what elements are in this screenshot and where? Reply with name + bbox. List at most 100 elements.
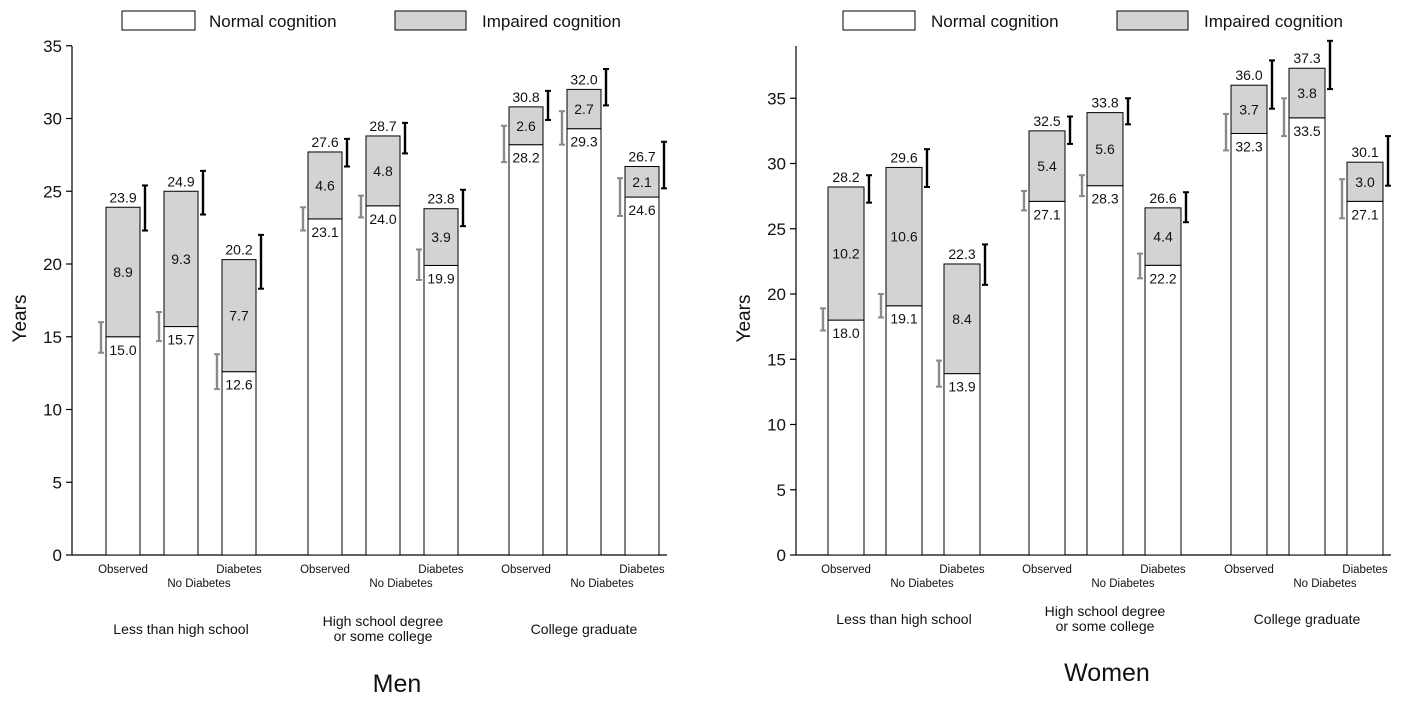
x-tick-label: No Diabetes xyxy=(1293,578,1357,590)
data-label-total: 30.1 xyxy=(1351,144,1378,160)
bar-normal xyxy=(827,319,865,556)
bar-normal xyxy=(1346,200,1384,556)
data-label-impaired: 2.7 xyxy=(574,101,594,117)
bar-normal xyxy=(1028,200,1066,556)
data-label-impaired: 10.6 xyxy=(890,229,917,245)
data-label-total: 20.2 xyxy=(225,242,252,258)
bar-normal xyxy=(1230,132,1268,556)
y-tick-label: 5 xyxy=(777,481,786,500)
x-tick-label: Diabetes xyxy=(1140,564,1186,576)
bar-impaired xyxy=(885,166,923,307)
bar-normal xyxy=(508,144,544,556)
data-label-impaired: 8.4 xyxy=(952,311,972,327)
y-tick-label: 5 xyxy=(53,473,62,492)
data-label-normal: 27.1 xyxy=(1033,206,1060,222)
data-label-normal: 27.1 xyxy=(1351,206,1378,222)
x-tick-label: No Diabetes xyxy=(167,578,231,590)
x-tick-label: No Diabetes xyxy=(369,578,433,590)
y-tick-label: 35 xyxy=(43,37,62,56)
bar-normal xyxy=(307,218,343,556)
bar-normal xyxy=(163,326,199,556)
x-tick-label: No Diabetes xyxy=(570,578,634,590)
data-label-impaired: 4.8 xyxy=(373,163,393,179)
data-label-total: 30.8 xyxy=(512,89,539,105)
data-label-total: 32.5 xyxy=(1033,113,1060,129)
data-label-impaired: 2.6 xyxy=(516,118,536,134)
bar-impaired xyxy=(624,166,660,198)
bar-impaired xyxy=(827,186,865,321)
data-label-total: 23.8 xyxy=(427,191,454,207)
data-label-normal: 15.7 xyxy=(167,332,194,348)
bar-normal xyxy=(566,128,602,556)
data-label-total: 23.9 xyxy=(109,189,136,205)
data-label-impaired: 9.3 xyxy=(171,251,191,267)
data-label-total: 28.7 xyxy=(369,118,396,134)
chart-title: Women xyxy=(1064,659,1150,687)
data-label-impaired: 7.7 xyxy=(229,308,249,324)
data-label-impaired: 5.4 xyxy=(1037,158,1057,174)
data-label-total: 32.0 xyxy=(570,71,597,87)
data-label-normal: 33.5 xyxy=(1293,123,1320,139)
y-tick-label: 10 xyxy=(43,401,62,420)
y-tick-label: 10 xyxy=(767,416,786,435)
group-label: Less than high school xyxy=(836,611,971,627)
group-label: High school degree xyxy=(1045,603,1166,619)
bar-normal xyxy=(365,205,401,556)
data-label-total: 33.8 xyxy=(1091,95,1118,111)
y-tick-label: 35 xyxy=(767,89,786,108)
group-label: College graduate xyxy=(1254,611,1361,627)
legend-label-impaired: Impaired cognition xyxy=(482,12,621,31)
bar-impaired xyxy=(163,190,199,328)
y-axis-label: Years xyxy=(10,295,31,343)
data-label-normal: 23.1 xyxy=(311,224,338,240)
x-tick-label: Observed xyxy=(821,564,871,576)
chart-title: Men xyxy=(373,670,422,698)
y-tick-label: 20 xyxy=(767,285,786,304)
legend-swatch-normal xyxy=(842,10,916,31)
legend-swatch-impaired xyxy=(1116,10,1189,31)
data-label-total: 22.3 xyxy=(948,246,975,262)
data-label-impaired: 5.6 xyxy=(1095,141,1115,157)
bar-impaired xyxy=(1230,84,1268,134)
legend: Normal cognition Impaired cognition xyxy=(842,10,1343,31)
bar-normal xyxy=(624,196,660,556)
x-tick-label: Observed xyxy=(1022,564,1072,576)
bar-normal xyxy=(1144,264,1182,556)
bar-impaired xyxy=(221,259,257,373)
x-tick-label: Diabetes xyxy=(939,564,985,576)
x-tick-label: Observed xyxy=(501,564,551,576)
chart-panel-women: Normal cognition Impaired cognition 0 5 10 15… xyxy=(734,10,1391,687)
x-tick-label: Observed xyxy=(300,564,350,576)
bar-normal xyxy=(423,264,459,556)
data-label-normal: 32.3 xyxy=(1235,138,1262,154)
data-label-normal: 19.1 xyxy=(890,311,917,327)
y-tick-label: 15 xyxy=(767,350,786,369)
data-label-impaired: 4.4 xyxy=(1153,229,1173,245)
data-label-impaired: 10.2 xyxy=(832,246,859,262)
legend-swatch-normal xyxy=(121,10,196,31)
bar-impaired xyxy=(365,135,401,207)
bar-normal xyxy=(1086,185,1124,556)
x-tick-label: Diabetes xyxy=(619,564,665,576)
bar-normal xyxy=(885,305,923,556)
data-label-impaired: 8.9 xyxy=(113,264,133,280)
data-label-normal: 22.2 xyxy=(1149,270,1176,286)
data-label-normal: 28.3 xyxy=(1091,191,1118,207)
group-label: High school degree xyxy=(323,613,444,629)
group-label: or some college xyxy=(1056,618,1155,634)
data-label-normal: 24.0 xyxy=(369,211,396,227)
legend-label-normal: Normal cognition xyxy=(931,12,1059,31)
x-tick-label: Observed xyxy=(1224,564,1274,576)
y-tick-label: 30 xyxy=(767,155,786,174)
data-label-total: 28.2 xyxy=(832,169,859,185)
bar-impaired xyxy=(1086,112,1124,187)
data-label-total: 29.6 xyxy=(890,149,917,165)
legend-label-impaired: Impaired cognition xyxy=(1204,12,1343,31)
data-label-normal: 19.9 xyxy=(427,270,454,286)
data-label-total: 26.7 xyxy=(628,149,655,165)
bar-impaired xyxy=(1346,161,1384,202)
data-label-normal: 29.3 xyxy=(570,134,597,150)
bar-impaired xyxy=(1028,130,1066,202)
